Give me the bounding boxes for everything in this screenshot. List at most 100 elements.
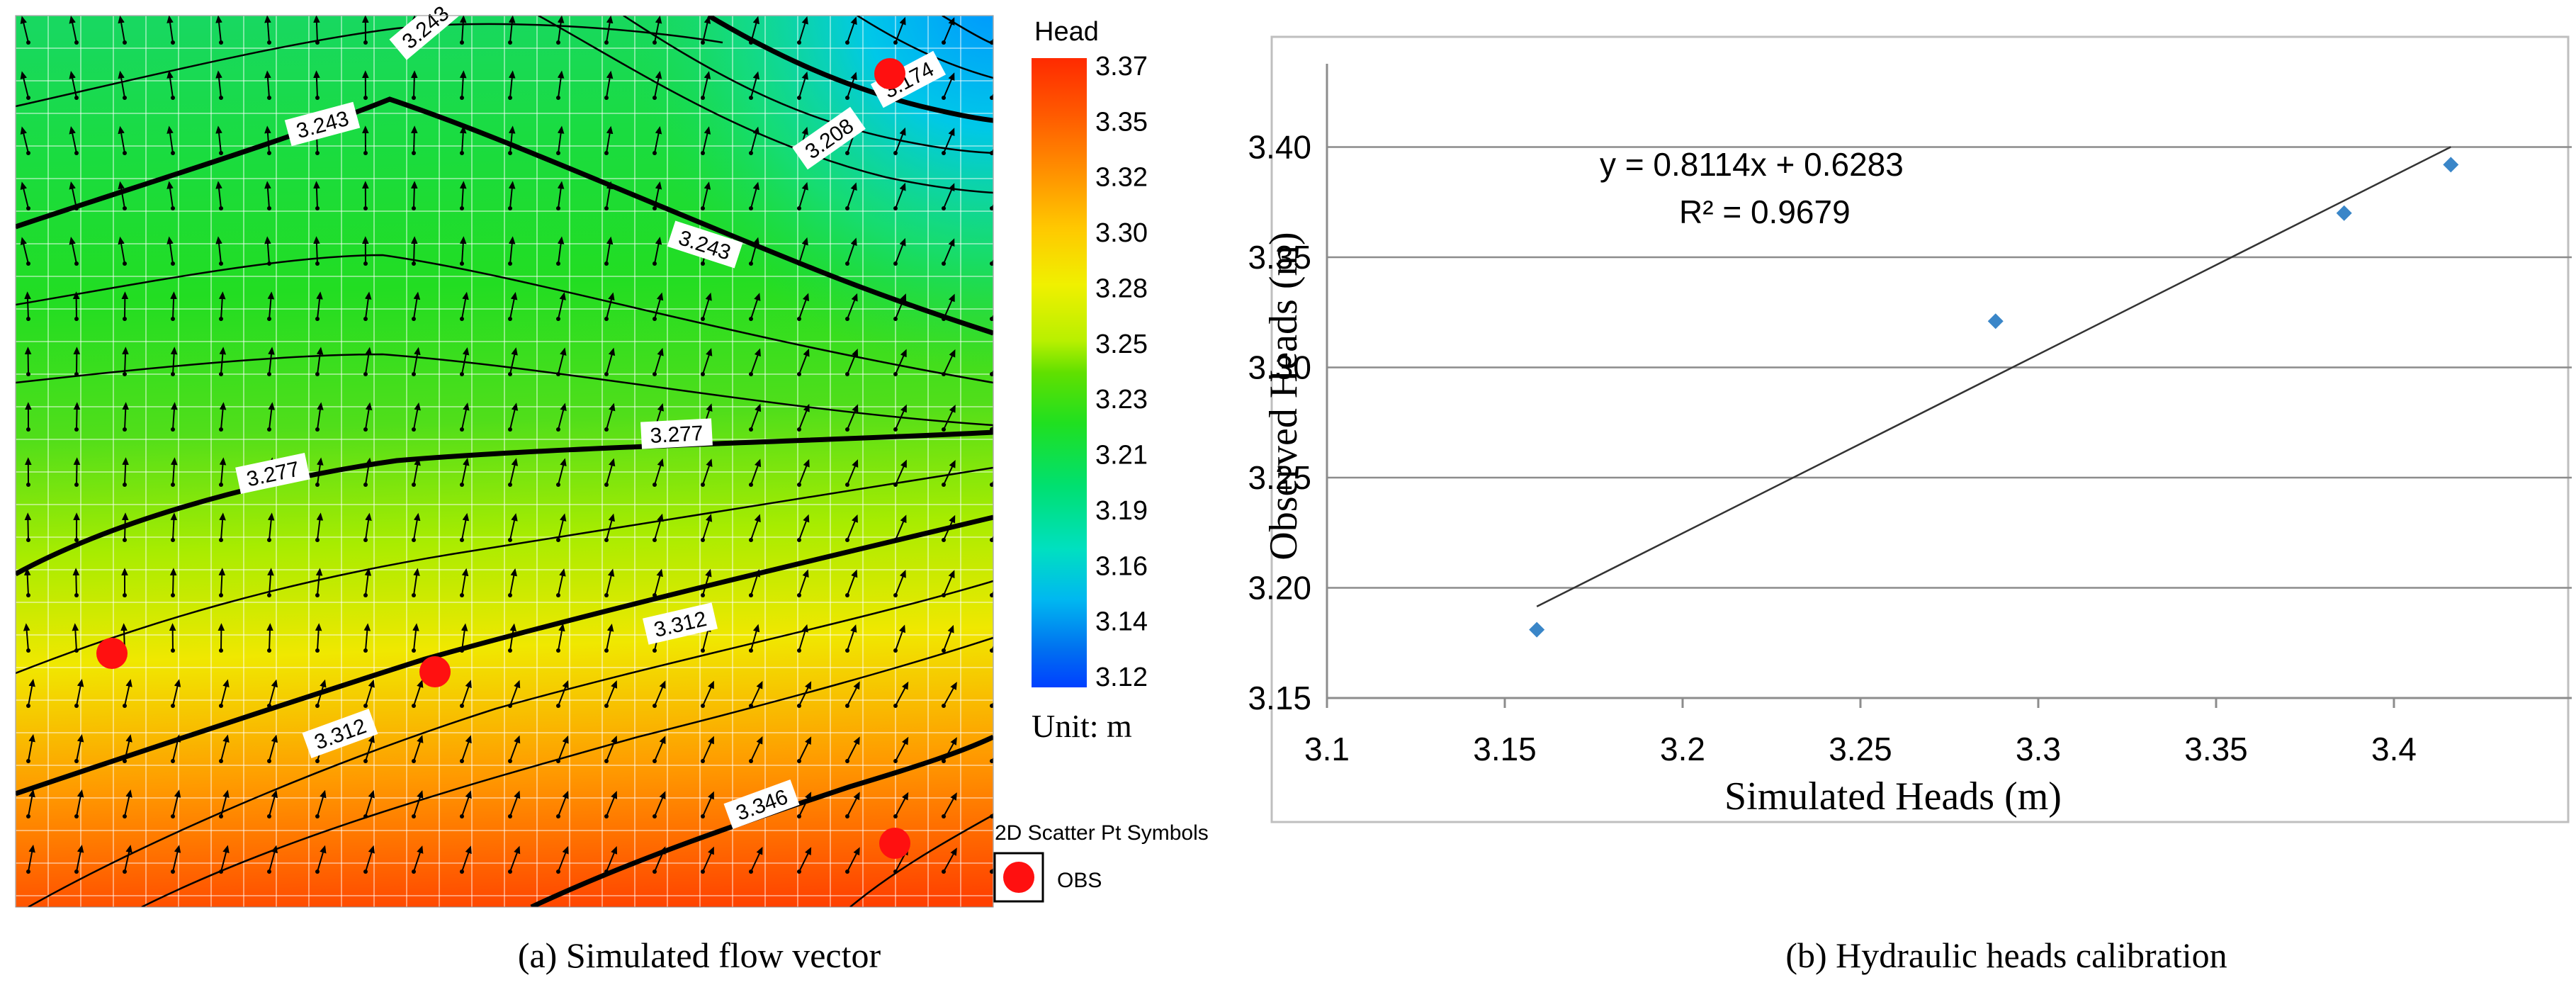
arrow-origin <box>508 483 512 487</box>
flow-arrow <box>413 845 424 872</box>
arrow-origin <box>123 317 127 321</box>
flow-arrow <box>558 347 567 375</box>
flow-arrows <box>20 16 993 874</box>
flow-arrow <box>847 182 857 209</box>
flow-arrow <box>847 459 859 485</box>
flow-arrow <box>317 789 327 817</box>
y-tick-labels: 3.40 3.35 3.30 3.25 3.20 3.15 <box>1248 129 1311 717</box>
arrow-origin <box>267 759 271 763</box>
flow-arrow <box>215 16 222 43</box>
arrow-origin <box>845 427 849 432</box>
arrow-origin <box>26 261 30 266</box>
arrow-origin <box>604 96 609 100</box>
legend-tick-label: 3.32 <box>1095 163 1148 193</box>
arrow-origin <box>267 648 271 653</box>
arrow-origin <box>219 483 223 487</box>
flow-arrow <box>364 568 372 596</box>
data-point <box>1529 621 1545 638</box>
arrow-origin <box>556 372 560 376</box>
arrow-origin <box>990 206 993 210</box>
arrow-origin <box>556 814 560 818</box>
flow-arrow <box>557 125 565 154</box>
flow-arrow <box>264 125 271 154</box>
flow-arrow <box>895 404 907 430</box>
contour-thin <box>849 814 993 907</box>
arrow-origin <box>363 40 368 45</box>
arrow-origin <box>315 593 320 597</box>
arrow-origin <box>171 206 175 210</box>
flow-arrow <box>895 792 909 817</box>
arrow-origin <box>845 538 849 542</box>
arrow-origin <box>123 483 127 487</box>
flow-arrow <box>412 623 419 651</box>
flow-arrow <box>461 512 470 541</box>
arrow-origin <box>749 704 753 708</box>
flow-arrow <box>264 16 271 43</box>
flow-arrow <box>219 347 227 375</box>
arrow-origin <box>363 317 368 321</box>
flow-arrow <box>847 16 857 43</box>
flow-arrow <box>459 236 467 264</box>
flow-arrow <box>702 16 711 43</box>
arrow-origin <box>219 759 223 763</box>
arrow-origin <box>26 814 30 818</box>
flow-arrow <box>461 347 470 375</box>
arrow-origin <box>701 317 705 321</box>
arrow-origin <box>26 759 30 763</box>
arrow-origin <box>990 261 993 266</box>
flow-arrow <box>991 702 993 707</box>
arrow-origin <box>749 40 753 45</box>
flow-arrow <box>413 735 424 762</box>
flow-arrow <box>23 568 31 596</box>
legend-tick-label: 3.37 <box>1095 52 1148 81</box>
flow-arrow <box>264 70 271 98</box>
arrow-origin <box>74 372 79 376</box>
arrow-origin <box>26 538 30 542</box>
legend-unit: Unit: m <box>1032 708 1132 744</box>
arrow-origin <box>267 372 271 376</box>
flow-arrow <box>28 789 35 817</box>
arrow-origin <box>460 538 464 542</box>
arrow-origin <box>556 483 560 487</box>
arrow-origin <box>556 261 560 266</box>
flow-arrow <box>461 458 470 485</box>
arrow-origin <box>893 206 898 210</box>
arrow-origin <box>845 648 849 653</box>
flow-arrow <box>413 457 421 485</box>
flow-arrow <box>750 71 759 98</box>
flow-arrow <box>557 70 565 98</box>
arrow-origin <box>990 427 993 432</box>
flow-arrow <box>509 513 518 541</box>
flow-arrow <box>847 736 860 762</box>
flow-arrow <box>118 125 125 154</box>
arrow-origin <box>604 427 609 432</box>
flow-arrow <box>943 72 955 98</box>
arrow-origin <box>74 261 79 266</box>
flow-arrow <box>557 16 565 43</box>
contour-thin <box>16 466 993 675</box>
flow-arrow <box>461 568 469 596</box>
flow-arrow <box>413 568 420 596</box>
flow-arrow <box>558 458 567 485</box>
flow-arrow <box>461 790 472 817</box>
data-point <box>1987 313 2004 330</box>
arrow-origin <box>123 538 127 542</box>
arrow-origin <box>653 814 657 818</box>
flow-arrow <box>215 70 222 98</box>
arrow-origin <box>412 648 416 653</box>
legend-tick-label: 3.16 <box>1095 551 1148 581</box>
flow-arrow <box>28 844 35 872</box>
arrow-origin <box>460 814 464 818</box>
arrow-origin <box>267 261 271 266</box>
arrow-origin <box>556 427 560 432</box>
contour-thin <box>16 353 993 427</box>
flow-arrow <box>315 568 323 596</box>
arrow-origin <box>171 869 175 874</box>
flow-arrow <box>72 568 80 596</box>
flow-arrow <box>508 125 516 154</box>
flow-arrow <box>558 513 567 541</box>
arrow-origin <box>893 151 898 155</box>
flow-arrow <box>461 845 472 872</box>
flow-arrow <box>798 681 812 707</box>
arrow-origin <box>797 869 801 874</box>
